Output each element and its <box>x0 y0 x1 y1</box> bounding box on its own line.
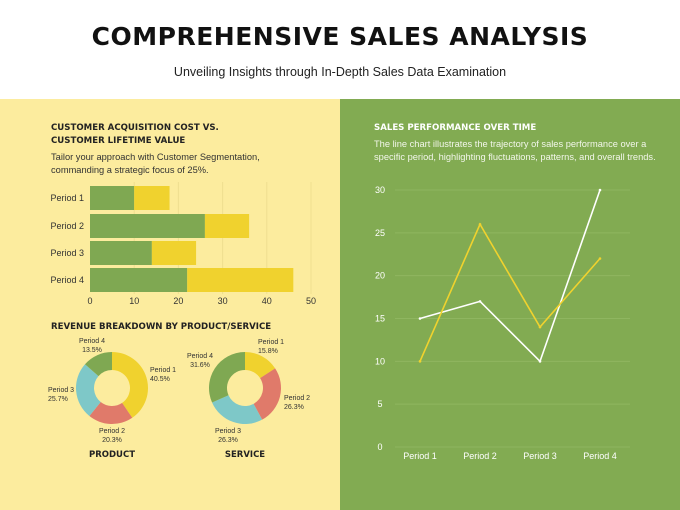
donut-heading: REVENUE BREAKDOWN BY PRODUCT/SERVICE <box>51 322 272 332</box>
line-point <box>598 257 602 260</box>
bar-x-tick-label: 50 <box>306 296 316 306</box>
donut-slice-label: Period 4 <box>187 353 213 360</box>
bar-chart-heading: CUSTOMER ACQUISITION COST VS. CUSTOMER L… <box>51 122 219 148</box>
line-series <box>419 189 601 363</box>
bar-category-label: Period 4 <box>50 275 84 285</box>
donut-slice-value: 26.3% <box>284 404 304 411</box>
bar-desc-line: Tailor your approach with Customer Segme… <box>51 152 260 162</box>
bar-segment <box>187 268 294 292</box>
line-point <box>418 317 422 320</box>
bar-segment <box>90 268 188 292</box>
donut-slice-value: 13.5% <box>82 347 102 354</box>
line-point <box>478 222 482 226</box>
donut-slice-label: Period 2 <box>284 395 310 402</box>
bar-segment <box>134 186 170 210</box>
line-chart-description: The line chart illustrates the trajector… <box>374 138 656 164</box>
donut-slice-label: Period 3 <box>48 387 74 394</box>
page-title: COMPREHENSIVE SALES ANALYSIS <box>91 22 589 51</box>
donut-slice <box>212 395 263 424</box>
donut-slice <box>209 352 245 403</box>
line-chart-heading: SALES PERFORMANCE OVER TIME <box>374 123 537 133</box>
bar-chart-description: Tailor your approach with Customer Segme… <box>51 151 260 177</box>
donut-slice <box>89 402 133 424</box>
right-panel: SALES PERFORMANCE OVER TIME The line cha… <box>340 99 680 510</box>
bar-category-label: Period 1 <box>50 193 84 203</box>
donut-slice-value: 26.3% <box>218 437 238 444</box>
donut-slice <box>76 364 101 417</box>
donut-slice <box>112 352 148 418</box>
line-x-tick-label: Period 2 <box>463 451 497 461</box>
donut-slice-label: Period 1 <box>150 367 176 374</box>
bar-segment <box>90 186 135 210</box>
line-x-tick-label: Period 4 <box>583 451 617 461</box>
page-subtitle: Unveiling Insights through In-Depth Sale… <box>173 65 507 79</box>
donut-slice-value: 31.6% <box>190 362 210 369</box>
donut-slice-value: 20.3% <box>102 437 122 444</box>
bar-x-tick-label: 20 <box>173 296 183 306</box>
line-y-tick-label: 10 <box>375 356 385 366</box>
donut-slice <box>253 368 281 420</box>
line-y-tick-label: 20 <box>375 271 385 281</box>
bar-segment <box>90 214 205 238</box>
donut-slice <box>84 352 112 377</box>
line-y-tick-label: 5 <box>377 399 382 409</box>
line-point <box>478 300 482 303</box>
bar-category-label: Period 2 <box>50 221 84 231</box>
donut-title: PRODUCT <box>89 450 135 460</box>
donut-slice-label: Period 3 <box>215 428 241 435</box>
line-y-tick-label: 25 <box>375 228 385 238</box>
line-desc-line: The line chart illustrates the trajector… <box>374 139 647 149</box>
donut-slice-value: 15.8% <box>258 348 278 355</box>
left-panel: CUSTOMER ACQUISITION COST VS. CUSTOMER L… <box>0 99 340 510</box>
bar-x-tick-label: 10 <box>129 296 139 306</box>
line-series <box>419 222 601 362</box>
line-point <box>598 188 602 192</box>
donut-title: SERVICE <box>225 450 265 460</box>
line-point <box>538 325 542 329</box>
donut-slice-value: 25.7% <box>48 396 68 403</box>
line-desc-line: specific period, highlighting fluctuatio… <box>374 152 656 162</box>
donut-slice-label: Period 2 <box>99 428 125 435</box>
bar-desc-line: commanding a strategic focus of 25%. <box>51 165 209 175</box>
donut-slice-label: Period 1 <box>258 339 284 346</box>
donut-slice <box>245 352 276 379</box>
line-y-tick-label: 30 <box>375 185 385 195</box>
bar-category-label: Period 3 <box>50 248 84 258</box>
donut-slice-label: Period 4 <box>79 338 105 345</box>
line-x-tick-label: Period 1 <box>403 451 437 461</box>
line-x-tick-label: Period 3 <box>523 451 557 461</box>
donut-slice-value: 40.5% <box>150 376 170 383</box>
bar-x-tick-label: 40 <box>262 296 272 306</box>
bar-x-tick-label: 30 <box>218 296 228 306</box>
bar-segment <box>204 214 250 238</box>
line-y-tick-label: 15 <box>375 314 385 324</box>
line-point <box>418 360 422 363</box>
bar-x-tick-label: 0 <box>87 296 92 306</box>
bar-heading-line: CUSTOMER LIFETIME VALUE <box>51 136 186 146</box>
line-y-tick-label: 0 <box>377 442 382 452</box>
line-point <box>538 360 542 363</box>
bar-segment <box>90 241 152 265</box>
bar-heading-line: CUSTOMER ACQUISITION COST VS. <box>51 123 219 133</box>
bar-segment <box>151 241 197 265</box>
